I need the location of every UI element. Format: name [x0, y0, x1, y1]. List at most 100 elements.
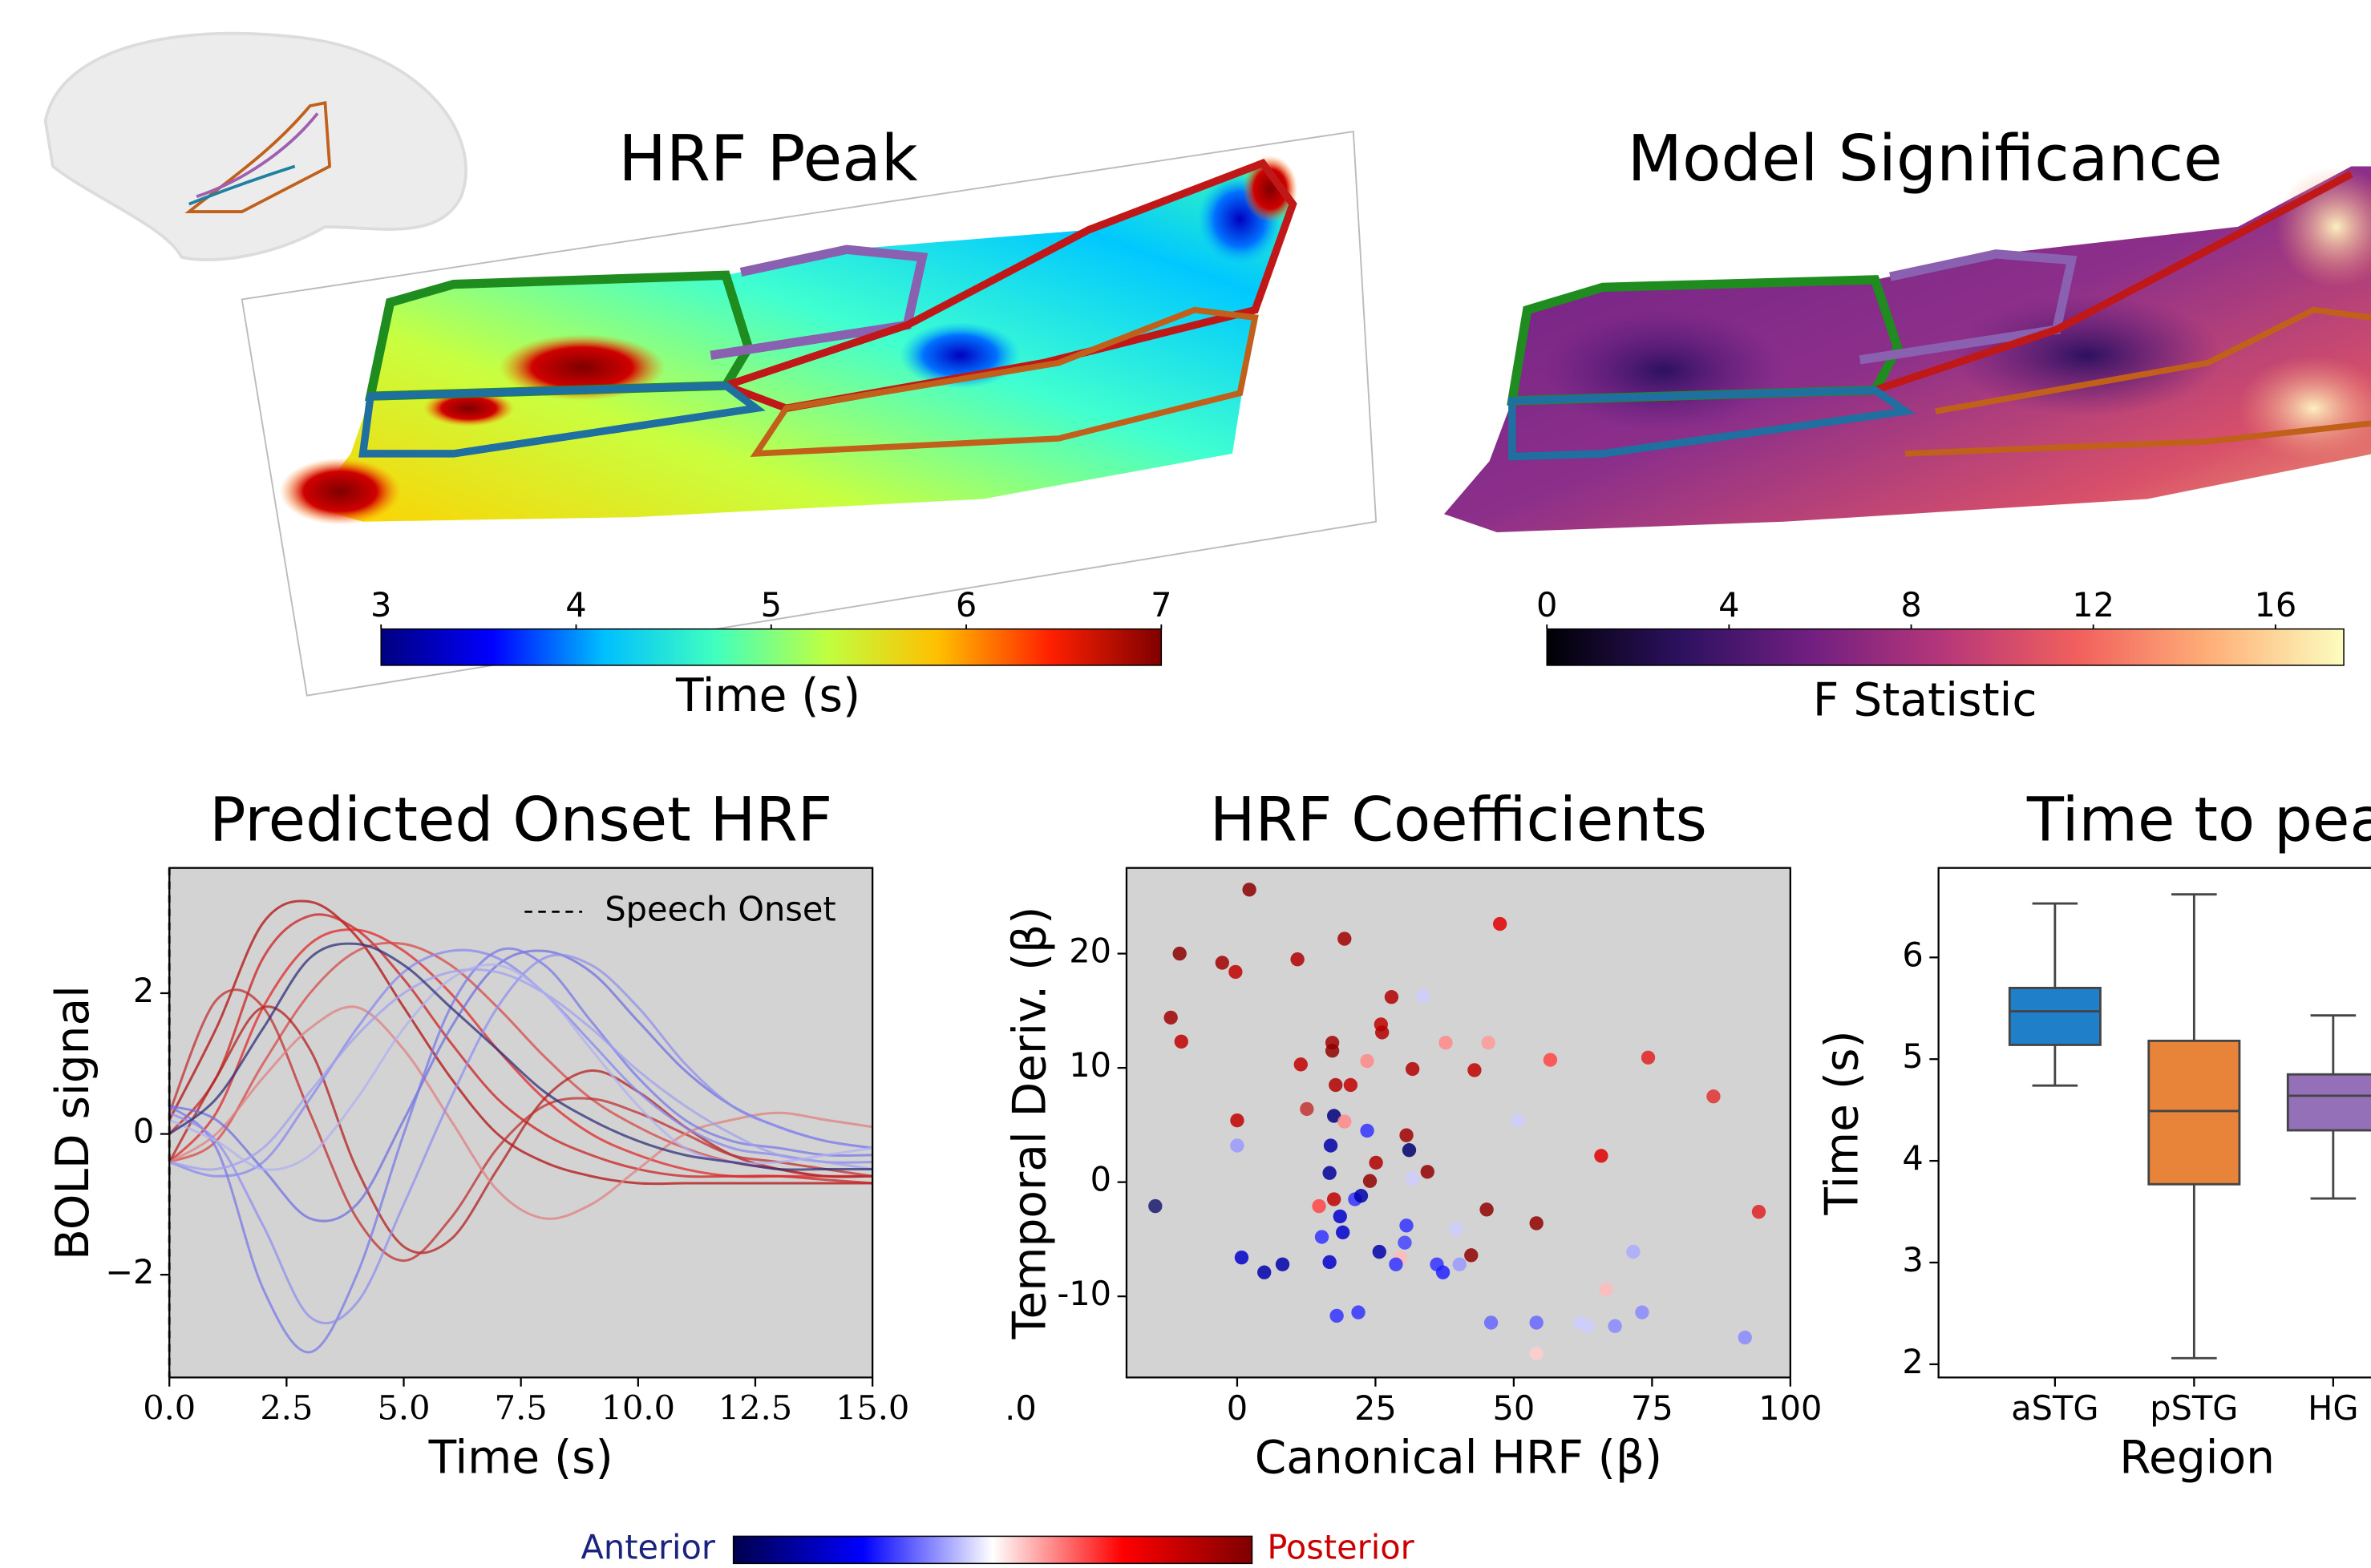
- point: [1163, 1010, 1178, 1025]
- point: [1215, 956, 1229, 970]
- point: [1336, 1225, 1350, 1240]
- y-tick-label: 5: [1902, 1037, 1923, 1076]
- x-tick-label: 50: [1492, 1388, 1535, 1428]
- y-tick-label: -10: [1057, 1274, 1111, 1313]
- colorbar-high-label: Posterior: [1267, 1527, 1414, 1566]
- point: [1230, 1138, 1244, 1153]
- point: [1529, 1346, 1544, 1361]
- x-axis-label: Time (s): [428, 1432, 613, 1485]
- colorbar: [380, 628, 1163, 666]
- model-significance-map: [1443, 166, 2371, 532]
- colorbar-label: Time (s): [675, 669, 860, 722]
- point: [1398, 1235, 1412, 1250]
- hrf-line: [169, 942, 873, 1171]
- x-tick-label: HG: [2308, 1388, 2358, 1428]
- y-tick-label: 2: [133, 971, 154, 1010]
- x-tick-label: 75: [1631, 1388, 1673, 1428]
- hrf-line: [169, 953, 873, 1325]
- y-axis-label: Time (s): [1815, 1030, 1868, 1215]
- point: [1626, 1244, 1641, 1259]
- point: [1405, 1061, 1420, 1077]
- point: [1300, 1101, 1314, 1117]
- point: [1481, 1036, 1495, 1050]
- point: [1230, 1113, 1244, 1128]
- point: [1479, 1202, 1494, 1217]
- plot-frame: [1937, 867, 2371, 1379]
- x-tick-label: 10.0: [601, 1388, 675, 1427]
- point: [1580, 1319, 1596, 1333]
- y-tick-label: 0: [133, 1112, 154, 1151]
- point: [1467, 1063, 1482, 1077]
- point: [1329, 1077, 1343, 1093]
- point: [1362, 1174, 1378, 1188]
- point: [1326, 1192, 1341, 1206]
- hrf-peak-map: [241, 131, 1378, 697]
- colorbar-tick-label: 0: [1536, 585, 1557, 624]
- point: [1543, 1053, 1558, 1067]
- brain-icon: [43, 31, 467, 261]
- colorbar-tick-label: 6: [956, 585, 977, 624]
- point: [1337, 1114, 1352, 1129]
- x-tick-label: aSTG: [2011, 1388, 2098, 1428]
- annotation: .0: [1005, 1388, 1037, 1428]
- y-tick-label: 20: [1069, 932, 1111, 971]
- hrf-line: [169, 988, 873, 1263]
- y-tick-label: 3: [1902, 1240, 1923, 1279]
- point: [1337, 932, 1352, 946]
- point: [1333, 1209, 1347, 1224]
- point: [1751, 1205, 1766, 1219]
- y-tick-label: 2: [1902, 1342, 1923, 1381]
- colorbar-tick-label: 5: [761, 585, 782, 624]
- point: [1351, 1305, 1366, 1319]
- y-axis-label: Temporal Deriv. (β): [1004, 907, 1057, 1340]
- colorbar-tick-label: 16: [2254, 585, 2296, 624]
- hrf-line: [169, 968, 873, 1171]
- y-tick-label: 10: [1069, 1045, 1111, 1085]
- point: [1293, 1057, 1308, 1072]
- point: [1326, 1109, 1341, 1123]
- y-axis-label: BOLD signal: [47, 985, 99, 1260]
- point: [1323, 1138, 1338, 1153]
- point: [1452, 1257, 1467, 1271]
- point: [1290, 952, 1305, 967]
- point: [1314, 1230, 1329, 1244]
- chart-title: Time to peak: [2026, 784, 2371, 855]
- y-tick-label: −2: [105, 1252, 154, 1291]
- plot-area: [1126, 867, 1790, 1378]
- colorbar-tick-label: 4: [1718, 585, 1739, 624]
- point: [1599, 1282, 1613, 1297]
- plot-frame: [168, 867, 874, 1379]
- colorbar: [1546, 628, 2345, 666]
- hrf-line: [169, 948, 873, 1178]
- point: [1384, 990, 1399, 1004]
- point: [1706, 1089, 1721, 1104]
- point: [1641, 1050, 1656, 1065]
- point: [1353, 1189, 1369, 1203]
- point: [1360, 1053, 1374, 1069]
- hrf-line: [169, 1005, 873, 1220]
- colorbar-tick-label: 12: [2072, 585, 2114, 624]
- colorbar-tick-label: 4: [565, 585, 586, 624]
- point: [1635, 1305, 1649, 1319]
- colorbar-tick-label: 3: [370, 585, 391, 624]
- point: [1174, 1034, 1188, 1049]
- point: [1511, 1113, 1526, 1128]
- colorbar-tick-label: 7: [1151, 585, 1171, 624]
- hrf-line: [169, 899, 873, 1186]
- lines: [169, 899, 873, 1354]
- point: [1594, 1149, 1608, 1163]
- x-axis-label: Region: [2119, 1432, 2275, 1485]
- colorbar-tick-label: 8: [1900, 585, 1921, 624]
- point: [1529, 1216, 1544, 1231]
- point: [1275, 1257, 1290, 1271]
- x-tick-label: 7.5: [495, 1388, 548, 1427]
- colorbar-low-label: Anterior: [581, 1527, 716, 1566]
- point: [1492, 916, 1507, 932]
- point: [1435, 1265, 1451, 1279]
- point: [1329, 1308, 1344, 1324]
- point: [1343, 1077, 1358, 1093]
- x-tick-label: 0: [1227, 1388, 1248, 1428]
- x-axis-label: Canonical HRF (β): [1255, 1432, 1662, 1485]
- point: [1148, 1198, 1163, 1214]
